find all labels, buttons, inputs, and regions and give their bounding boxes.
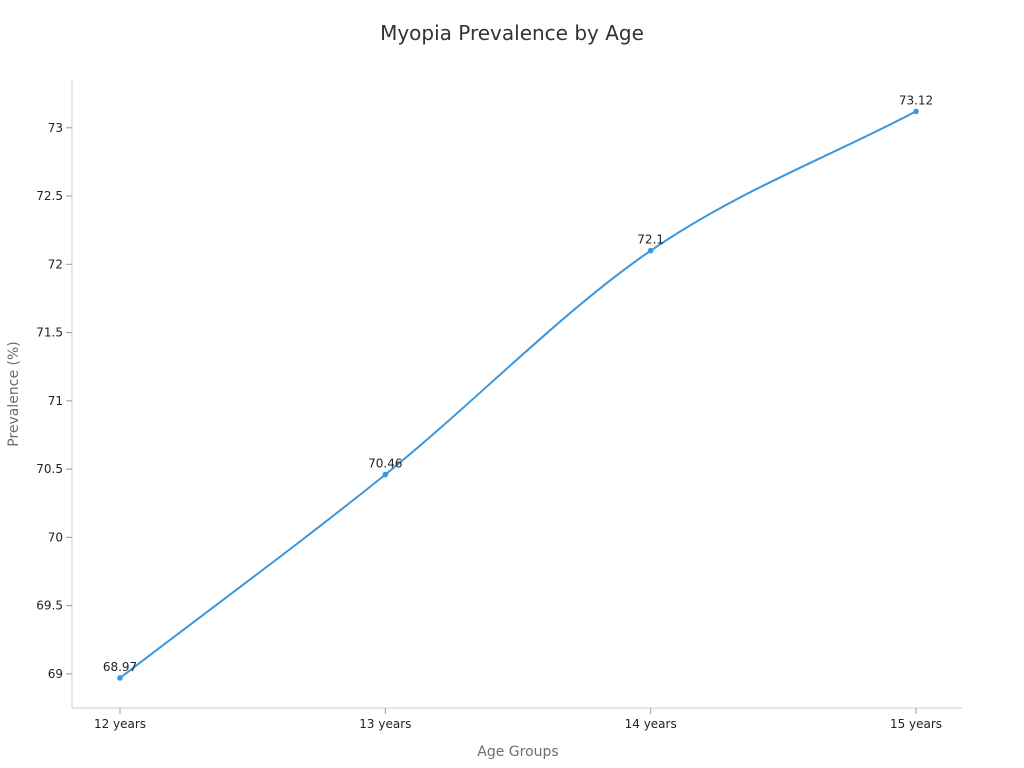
x-axis-ticks: 12 years 13 years 14 years 15 years [94,708,942,731]
x-axis: 12 years 13 years 14 years 15 years [72,707,962,731]
data-label: 73.12 [899,93,933,107]
data-label: 70.46 [368,457,402,471]
y-tick-label: 71.5 [36,326,63,340]
y-tick-label: 69.5 [36,599,63,613]
data-label: 68.97 [103,660,137,674]
y-tick-label: 72.5 [36,189,63,203]
y-tick-label: 69 [48,667,63,681]
y-tick-label: 73 [48,121,63,135]
data-labels: 68.97 70.46 72.1 73.12 [103,93,933,674]
data-point [117,675,123,681]
y-tick-label: 70 [48,530,63,544]
data-point [913,108,919,115]
y-axis-title: Prevalence (%) [6,341,22,447]
x-tick-label: 15 years [890,717,942,731]
y-tick-label: 70.5 [36,462,63,476]
plot-series [117,108,919,681]
data-point [647,247,654,254]
x-axis-title: Age Groups [477,744,558,760]
x-tick-label: 12 years [94,717,146,731]
x-tick-label: 13 years [359,717,411,731]
y-tick-label: 71 [48,394,63,408]
series-line [119,110,917,679]
data-point [382,471,389,478]
y-axis: 69 69.5 70 70.5 71 71.5 72 72.5 73 [36,80,73,708]
data-label: 72.1 [637,233,664,247]
y-axis-ticks: 69 69.5 70 70.5 71 71.5 72 72.5 73 [36,121,72,681]
chart-title: Myopia Prevalence by Age [380,21,644,45]
x-tick-label: 14 years [625,717,677,731]
y-tick-label: 72 [48,257,63,271]
